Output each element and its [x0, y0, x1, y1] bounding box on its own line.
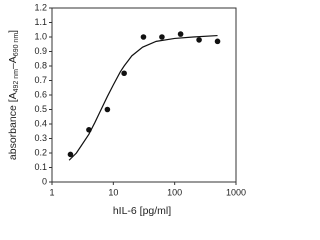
data-point	[159, 34, 165, 40]
y-tick-label: 0.7	[34, 75, 47, 85]
data-point	[214, 38, 221, 45]
y-label-part: ]	[7, 30, 19, 33]
x-tick-label: 10	[108, 187, 118, 197]
data-point	[67, 151, 74, 158]
y-tick-label: 0.5	[34, 104, 47, 114]
y-label-part: absorbance [A	[7, 92, 19, 160]
y-tick-label: 0	[42, 176, 47, 186]
x-tick-label: 1000	[226, 187, 246, 197]
x-axis-label: hIL-6 [pg/ml]	[113, 205, 171, 217]
y-axis-label: absorbance [A492 nm–A690 nm]	[7, 30, 20, 160]
y-tick-label: 0.9	[34, 46, 47, 56]
y-tick-label: 0.6	[34, 89, 47, 99]
y-tick-label: 0.8	[34, 60, 47, 70]
y-tick-label: 0.4	[34, 118, 47, 128]
y-tick-label: 1.1	[34, 17, 47, 27]
x-tick-label: 100	[167, 187, 182, 197]
y-label-part: –A	[7, 56, 19, 69]
fit-curve	[68, 34, 218, 161]
x-tick-label: 1	[49, 187, 54, 197]
y-tick-label: 0.1	[34, 162, 47, 172]
y-tick-label: 1.2	[34, 2, 47, 12]
data-point	[177, 31, 184, 37]
y-label-sub: 690 nm	[13, 33, 20, 57]
plot-frame	[51, 7, 237, 183]
y-label-sub: 492 nm	[13, 69, 20, 93]
chart: hIL-6 [pg/ml] absorbance [A492 nm–A690 n…	[7, 2, 246, 217]
data-point	[140, 34, 147, 40]
data-point	[104, 106, 111, 113]
data-point	[121, 70, 127, 77]
y-tick-label: 1.0	[34, 31, 47, 41]
data-point	[196, 37, 202, 43]
y-tick-label: 0.3	[34, 133, 47, 143]
y-tick-label: 0.2	[34, 147, 47, 157]
